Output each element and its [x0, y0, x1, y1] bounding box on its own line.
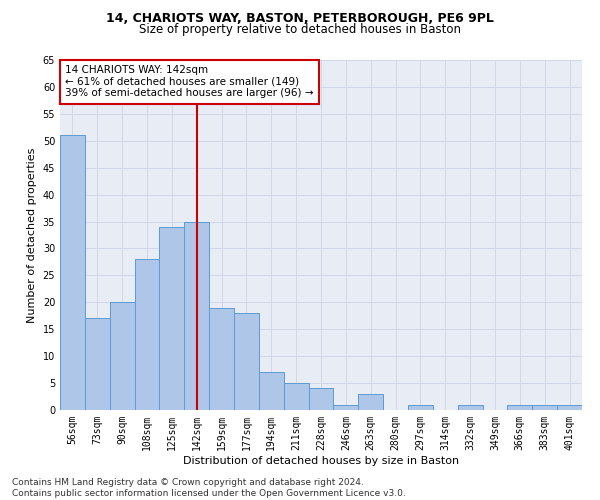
Text: 14 CHARIOTS WAY: 142sqm
← 61% of detached houses are smaller (149)
39% of semi-d: 14 CHARIOTS WAY: 142sqm ← 61% of detache… — [65, 66, 314, 98]
Text: 14, CHARIOTS WAY, BASTON, PETERBOROUGH, PE6 9PL: 14, CHARIOTS WAY, BASTON, PETERBOROUGH, … — [106, 12, 494, 26]
Bar — [85, 318, 110, 410]
Bar — [308, 388, 334, 410]
Bar — [134, 259, 160, 410]
Bar — [209, 308, 234, 410]
Bar — [160, 227, 184, 410]
Bar — [358, 394, 383, 410]
Bar — [408, 404, 433, 410]
Bar — [259, 372, 284, 410]
Bar — [284, 383, 308, 410]
X-axis label: Distribution of detached houses by size in Baston: Distribution of detached houses by size … — [183, 456, 459, 466]
Bar — [234, 313, 259, 410]
Bar — [184, 222, 209, 410]
Bar — [458, 404, 482, 410]
Bar — [508, 404, 532, 410]
Bar — [532, 404, 557, 410]
Bar — [557, 404, 582, 410]
Bar — [334, 404, 358, 410]
Text: Size of property relative to detached houses in Baston: Size of property relative to detached ho… — [139, 22, 461, 36]
Bar — [110, 302, 134, 410]
Bar — [60, 136, 85, 410]
Y-axis label: Number of detached properties: Number of detached properties — [27, 148, 37, 322]
Text: Contains HM Land Registry data © Crown copyright and database right 2024.
Contai: Contains HM Land Registry data © Crown c… — [12, 478, 406, 498]
